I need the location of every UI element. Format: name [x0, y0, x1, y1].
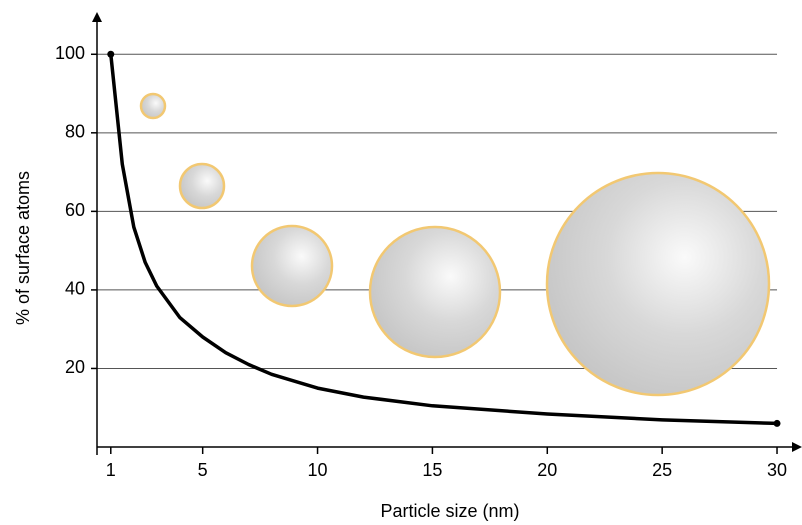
y-tick-label: 100	[55, 43, 85, 63]
data-line	[109, 54, 778, 426]
particle	[178, 162, 226, 210]
x-tick-label: 15	[422, 460, 442, 480]
particle	[545, 171, 771, 397]
y-tick-label: 60	[65, 200, 85, 220]
x-tick-label: 25	[652, 460, 672, 480]
y-tick-label: 20	[65, 357, 85, 377]
end-point	[773, 419, 781, 427]
y-tick-label: 80	[65, 122, 85, 142]
y-tick-label: 40	[65, 279, 85, 299]
x-axis-arrow	[792, 442, 802, 452]
particle	[368, 225, 502, 359]
particle	[250, 224, 334, 308]
y-axis-arrow	[92, 12, 102, 22]
particle	[139, 92, 167, 120]
x-tick-label: 30	[767, 460, 787, 480]
particles	[139, 92, 771, 397]
x-tick-label: 10	[308, 460, 328, 480]
x-tick-label: 1	[106, 460, 116, 480]
x-axis-title: Particle size (nm)	[380, 501, 519, 521]
x-tick-label: 5	[198, 460, 208, 480]
x-tick-label: 20	[537, 460, 557, 480]
y-axis-title: % of surface atoms	[13, 171, 33, 325]
end-point	[107, 50, 115, 58]
